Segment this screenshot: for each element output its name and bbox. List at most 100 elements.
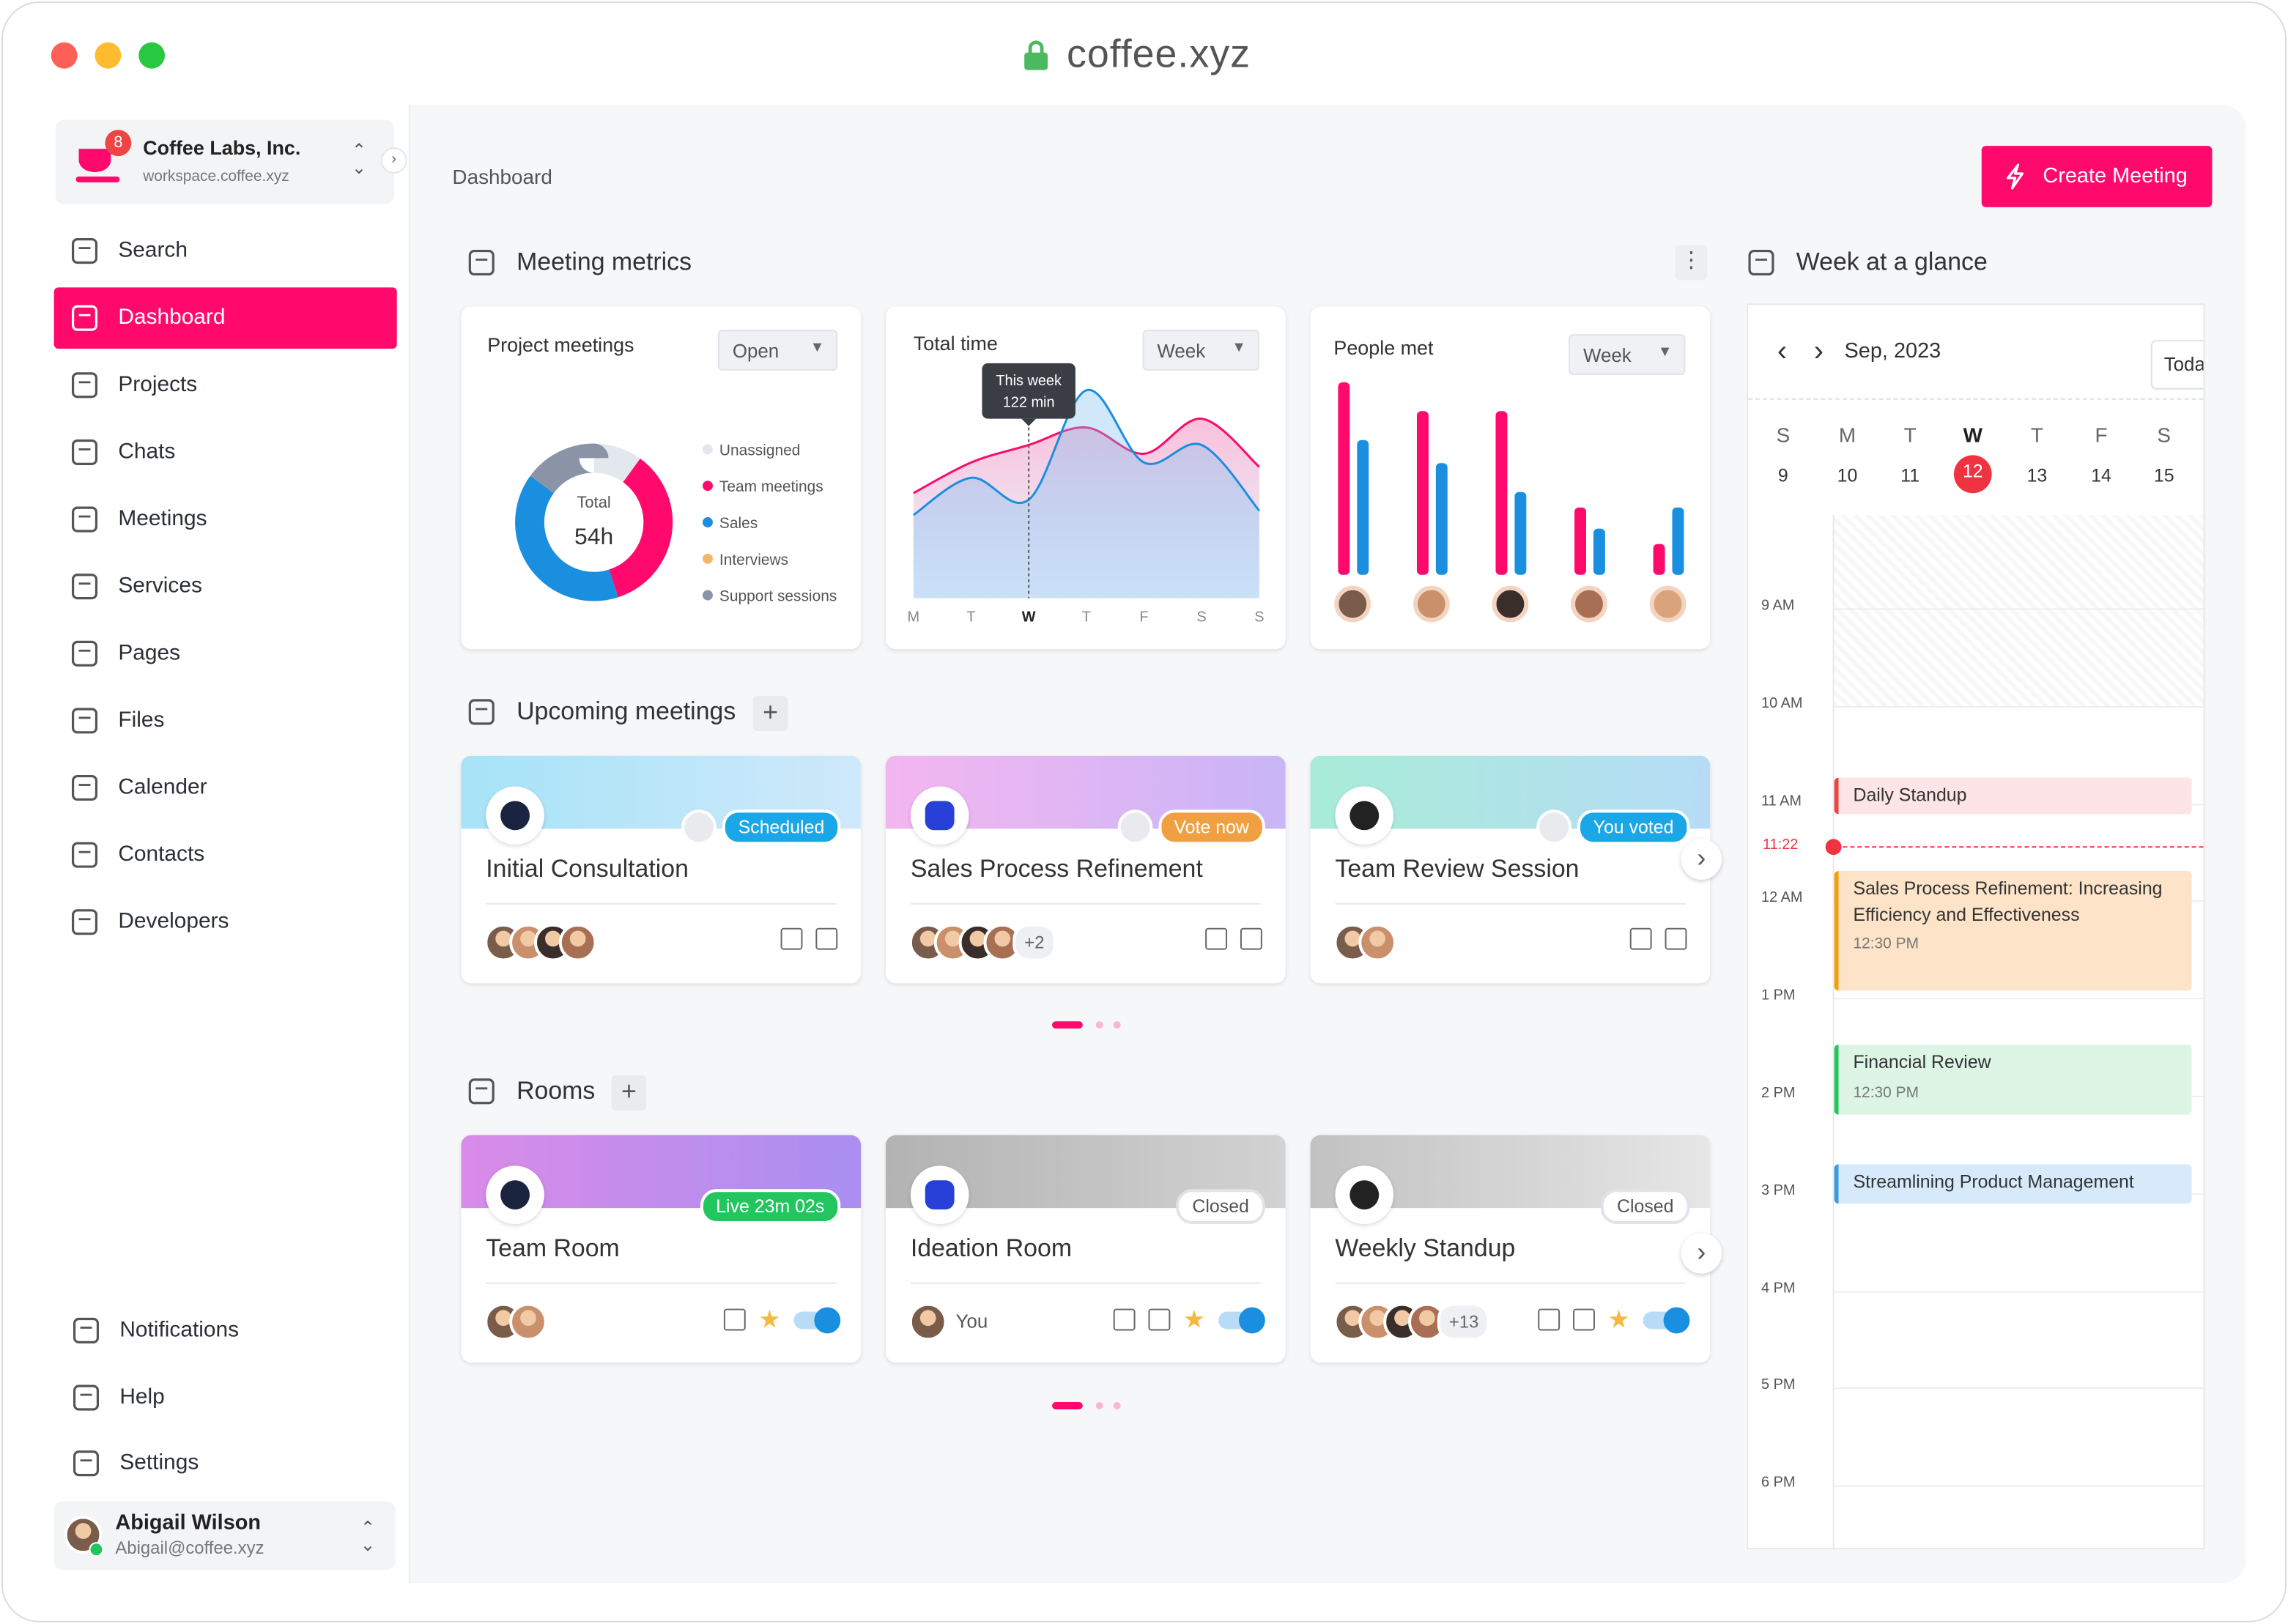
dropdown-value: Week xyxy=(1157,340,1206,362)
status-group: You voted xyxy=(1536,809,1690,845)
date[interactable]: 13 xyxy=(2026,465,2048,486)
action-icon[interactable] xyxy=(1572,1308,1595,1331)
today-button[interactable]: Today xyxy=(2150,340,2204,390)
window-control[interactable] xyxy=(95,42,122,69)
action-icon[interactable] xyxy=(780,927,803,950)
card-actions xyxy=(780,927,838,950)
nav-item[interactable]: Contacts xyxy=(118,842,205,867)
icon-shape xyxy=(468,1078,495,1105)
action-icon[interactable] xyxy=(1113,1308,1136,1331)
action-icon[interactable] xyxy=(723,1308,746,1331)
nav-item[interactable]: Search xyxy=(118,237,188,263)
hour-label: 3 PM xyxy=(1761,1182,1796,1199)
link-button[interactable] xyxy=(1117,809,1152,845)
prev-arrow[interactable]: ‹ xyxy=(1777,335,1788,368)
nav-item[interactable]: Developers xyxy=(118,908,229,934)
toggle[interactable] xyxy=(1218,1306,1265,1333)
nav-item[interactable]: Pages xyxy=(118,640,181,666)
window-control[interactable] xyxy=(138,42,166,69)
action-icon[interactable] xyxy=(1205,927,1228,950)
user-email: Abigail@coffee.xyz xyxy=(115,1538,264,1559)
toggle[interactable] xyxy=(1643,1306,1690,1333)
pagination-dot[interactable] xyxy=(1113,1021,1121,1029)
toggle-knob xyxy=(1663,1306,1690,1333)
link-button[interactable] xyxy=(1536,809,1571,845)
nav-active[interactable] xyxy=(53,287,397,349)
nav-item[interactable]: Projects xyxy=(118,371,198,397)
action-icon[interactable] xyxy=(1240,927,1262,950)
window-control[interactable] xyxy=(51,42,78,69)
icon-shape xyxy=(71,708,98,734)
dropdown[interactable]: Open ▼ xyxy=(717,330,838,371)
calendar-event[interactable]: Streamlining Product Management xyxy=(1834,1164,2192,1204)
action-icon[interactable] xyxy=(1147,1308,1170,1331)
x-tick-label: W xyxy=(1022,609,1036,625)
dropdown[interactable]: Week ▼ xyxy=(1142,330,1259,371)
dropdown-value: Open xyxy=(732,340,780,362)
lock-body xyxy=(1024,52,1048,70)
pagination-active[interactable] xyxy=(1052,1402,1083,1409)
favorite-star[interactable]: ★ xyxy=(758,1305,781,1334)
nav-item[interactable]: Dashboard xyxy=(118,305,226,330)
calendar-event[interactable]: Daily Standup xyxy=(1834,777,2192,815)
pagination-active[interactable] xyxy=(1052,1021,1083,1029)
date[interactable]: 14 xyxy=(2091,465,2111,486)
next-arrow[interactable]: › xyxy=(1681,1232,1722,1274)
favorite-star[interactable]: ★ xyxy=(1607,1305,1630,1334)
nav-item[interactable]: Services xyxy=(118,573,202,598)
bar xyxy=(1514,492,1527,575)
create-meeting-button[interactable]: Create Meeting xyxy=(1981,146,2213,207)
collapse-toggle[interactable]: › xyxy=(380,147,407,174)
more-menu[interactable]: ⋮ xyxy=(1675,245,1708,281)
add-button[interactable]: + xyxy=(611,1075,647,1111)
status-dot xyxy=(89,1542,104,1557)
nav-item[interactable]: Calender xyxy=(118,774,207,800)
unavailable-zone xyxy=(1834,515,2204,708)
donut-total: 54h xyxy=(574,523,613,549)
icon-shape xyxy=(468,699,495,725)
date[interactable]: 10 xyxy=(1837,465,1858,486)
date[interactable]: 11 xyxy=(1900,465,1920,486)
nav-item[interactable]: Meetings xyxy=(118,506,207,531)
pagination-dot[interactable] xyxy=(1095,1402,1103,1409)
date[interactable]: 9 xyxy=(1777,465,1788,486)
add-button[interactable]: + xyxy=(752,696,788,731)
avatar-group: +2 xyxy=(908,923,1056,962)
weekday: M xyxy=(1838,423,1856,447)
action-icon[interactable] xyxy=(1537,1308,1560,1331)
date[interactable]: 12 xyxy=(1962,461,1983,482)
pagination-dot[interactable] xyxy=(1113,1402,1121,1409)
hour-label: 9 AM xyxy=(1761,598,1795,615)
nav-item[interactable]: Settings xyxy=(119,1450,199,1475)
toggle-knob xyxy=(814,1306,841,1333)
action-icon[interactable] xyxy=(1629,927,1652,950)
nav-item[interactable]: Files xyxy=(118,707,165,733)
workspace-switcher[interactable]: 8 Coffee Labs, Inc. workspace.coffee.xyz ⌃ ⌄ xyxy=(55,119,394,204)
link-button[interactable] xyxy=(681,809,717,845)
nav-item[interactable]: Help xyxy=(119,1384,165,1409)
action-icon[interactable] xyxy=(1665,927,1687,950)
now-dot xyxy=(1825,839,1842,856)
calendar-event[interactable]: Financial Review 12:30 PM xyxy=(1834,1045,2192,1115)
next-arrow[interactable]: › xyxy=(1681,839,1722,880)
event-title: Daily Standup xyxy=(1853,785,1967,806)
tooltip xyxy=(982,363,1075,419)
weekday: T xyxy=(1903,423,1917,447)
calendar-event[interactable]: Sales Process Refinement: Increasing Eff… xyxy=(1834,871,2192,991)
date[interactable]: 15 xyxy=(2153,465,2174,486)
status-pill: Vote now xyxy=(1158,809,1265,845)
action-icon[interactable] xyxy=(815,927,838,950)
nav-item[interactable]: Notifications xyxy=(119,1317,240,1343)
hour-label: 2 PM xyxy=(1761,1085,1796,1102)
status-pill: Scheduled xyxy=(722,809,841,845)
more-count: +2 xyxy=(1012,923,1056,962)
dropdown-caret: ▼ xyxy=(1232,340,1246,356)
dropdown[interactable]: Week ▼ xyxy=(1569,334,1686,375)
toggle[interactable] xyxy=(793,1306,841,1333)
favorite-star[interactable]: ★ xyxy=(1182,1305,1206,1334)
pagination-dot[interactable] xyxy=(1095,1021,1103,1029)
next-arrow[interactable]: › xyxy=(1813,335,1824,368)
calendar-panel: ‹ › Sep, 2023 Today S 9 M 10 T 11 W 12 T 13 F 14 S 15 9 AM… xyxy=(1747,303,2205,1550)
nav-item[interactable]: Chats xyxy=(118,439,176,464)
user-switcher[interactable]: Abigail Wilson Abigail@coffee.xyz ⌃ ⌄ xyxy=(53,1501,396,1571)
